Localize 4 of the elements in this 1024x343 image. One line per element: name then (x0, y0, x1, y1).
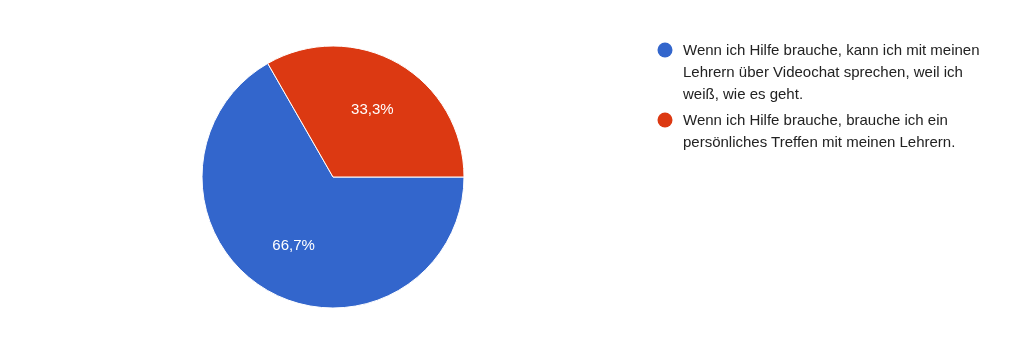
legend-label: Wenn ich Hilfe brauche, kann ich mit meinen Lehrern über Videochat sprechen, weil ich weiß, wie es geht. (682, 41, 980, 102)
data-label: 66,7% (272, 236, 315, 254)
data-label: 33,3% (351, 100, 394, 118)
legend-label: Wenn ich Hilfe brauche, brauche ich ein persönliches Treffen mit meinen Lehrern. (683, 111, 956, 150)
